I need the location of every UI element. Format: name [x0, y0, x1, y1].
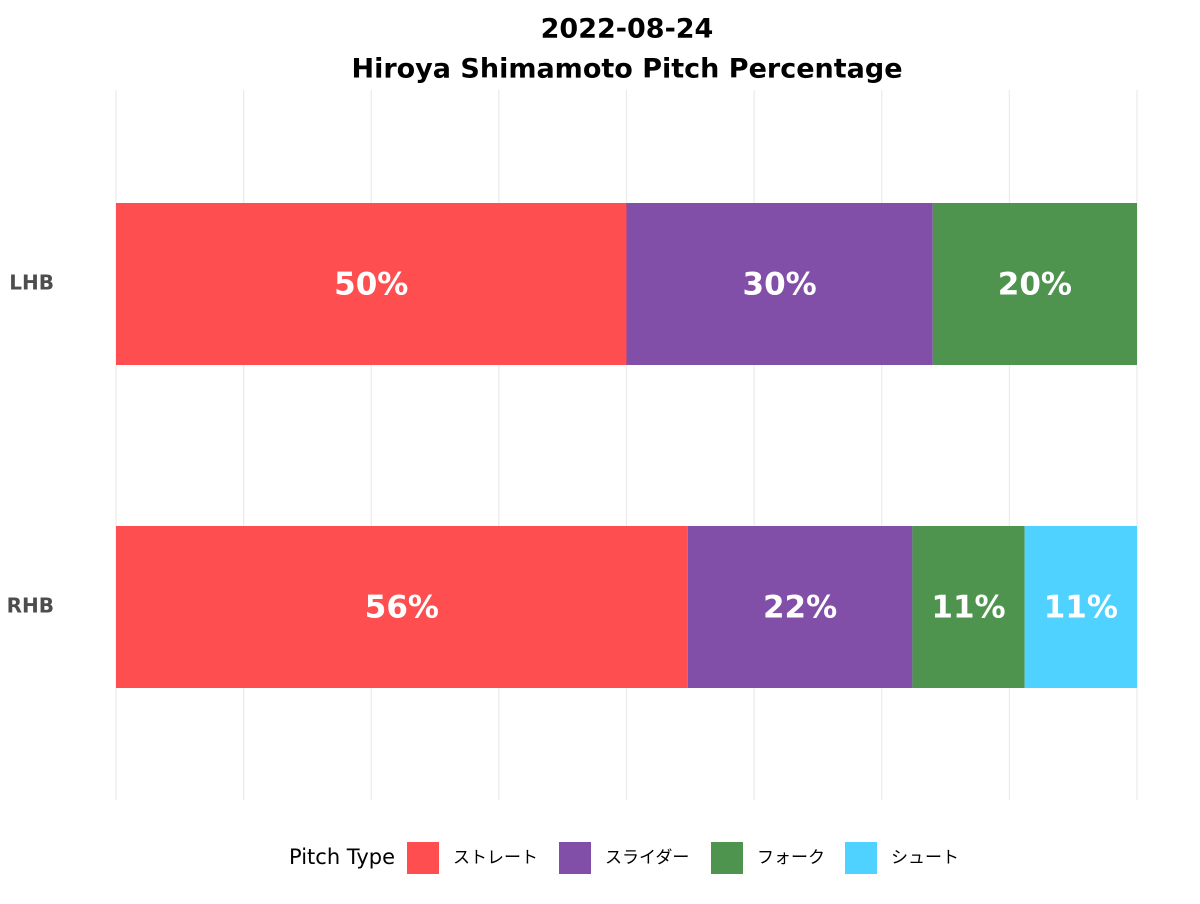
y-tick-label-rhb: RHB: [7, 594, 54, 618]
bar-value-label: 11%: [1044, 590, 1118, 626]
chart-title-line: 2022-08-24: [541, 14, 714, 45]
legend: Pitch Type ストレート スライダー フォーク シュート: [289, 842, 959, 874]
legend-swatch: [559, 842, 591, 874]
y-axis-tick-labels: LHB RHB: [7, 271, 54, 618]
legend-label: スライダー: [605, 848, 689, 868]
legend-label: ストレート: [453, 848, 538, 868]
y-tick-label-lhb: LHB: [9, 271, 54, 295]
legend-label: シュート: [891, 848, 959, 868]
legend-swatch: [407, 842, 439, 874]
bar-value-label: 22%: [763, 590, 837, 626]
bar-segment: [116, 526, 688, 688]
bar-value-label: 20%: [998, 267, 1072, 303]
gridlines: [115, 90, 1138, 800]
bar-segment: [912, 526, 1025, 688]
bar-segment: [687, 526, 913, 688]
bars: [116, 203, 1137, 688]
chart-title: 2022-08-24 Hiroya Shimamoto Pitch Percent…: [351, 14, 902, 85]
legend-swatch: [845, 842, 877, 874]
bar-value-label: 50%: [334, 267, 408, 303]
legend-label: フォーク: [757, 848, 825, 868]
legend-swatch: [711, 842, 743, 874]
bar-value-label: 56%: [365, 590, 439, 626]
bar-value-labels: 50% 30% 20% 56% 22% 11% 11%: [334, 267, 1118, 626]
bar-value-label: 11%: [931, 590, 1005, 626]
bar-segment: [932, 203, 1137, 365]
bar-segment: [626, 203, 933, 365]
bar-segment: [116, 203, 627, 365]
chart-title-line: Hiroya Shimamoto Pitch Percentage: [351, 54, 902, 85]
bar-value-label: 30%: [743, 267, 817, 303]
legend-title: Pitch Type: [289, 845, 395, 869]
bar-segment: [1024, 526, 1137, 688]
